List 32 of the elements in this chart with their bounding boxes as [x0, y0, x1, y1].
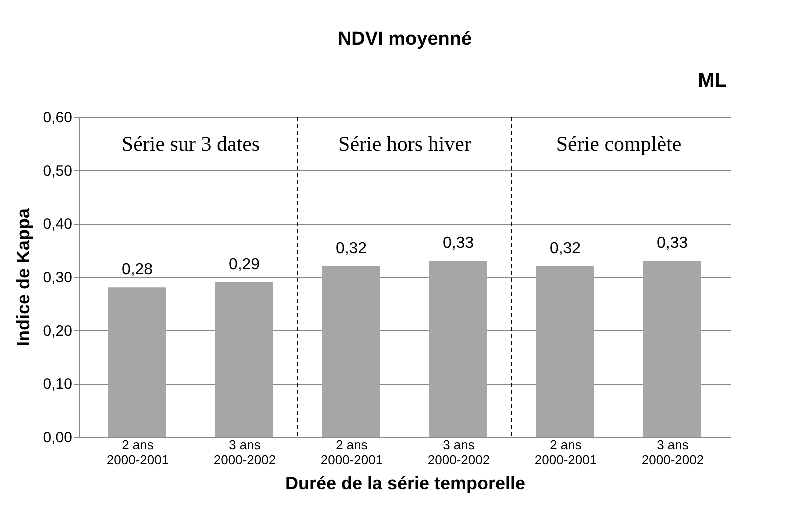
annotation: Série complète [556, 132, 682, 156]
data-label: 0,33 [442, 235, 474, 252]
bar [108, 288, 166, 437]
x-tick-label: 2 ans 2000-2001 [320, 438, 384, 468]
x-tick-label: 2 ans 2000-2001 [534, 438, 598, 468]
x-tick-label: 3 ans 2000-2002 [214, 438, 276, 468]
x-axis-title: Durée de la série temporelle [285, 474, 526, 494]
y-axis-title: Indice de Kappa [13, 208, 34, 347]
bar [430, 261, 488, 437]
annotation: Série hors hiver [338, 132, 472, 156]
annotation: Série sur 3 dates [122, 132, 260, 156]
data-label: 0,32 [550, 240, 582, 258]
data-label: 0,32 [336, 240, 368, 258]
y-tick-label: 0,20 [43, 322, 72, 340]
data-label: 0,28 [122, 262, 154, 279]
bar [216, 282, 274, 437]
chart-title: NDVI moyenné [338, 29, 472, 50]
bar [644, 261, 702, 437]
data-label: 0,33 [656, 235, 688, 252]
y-tick-label: 0,00 [43, 430, 72, 446]
y-tick-label: 0,50 [43, 162, 72, 180]
x-tick-label: 3 ans 2000-2002 [642, 438, 704, 468]
bar [536, 266, 594, 437]
y-tick-label: 0,40 [43, 216, 72, 234]
bar [322, 266, 380, 437]
data-label: 0,29 [228, 256, 260, 274]
y-tick-label: 0,60 [43, 110, 72, 126]
x-tick-label: 2 ans 2000-2001 [106, 438, 170, 468]
x-tick-label: 3 ans 2000-2002 [428, 438, 490, 468]
y-tick-label: 0,30 [43, 270, 72, 286]
text: ML [698, 70, 727, 92]
y-tick-label: 0,10 [43, 376, 72, 394]
